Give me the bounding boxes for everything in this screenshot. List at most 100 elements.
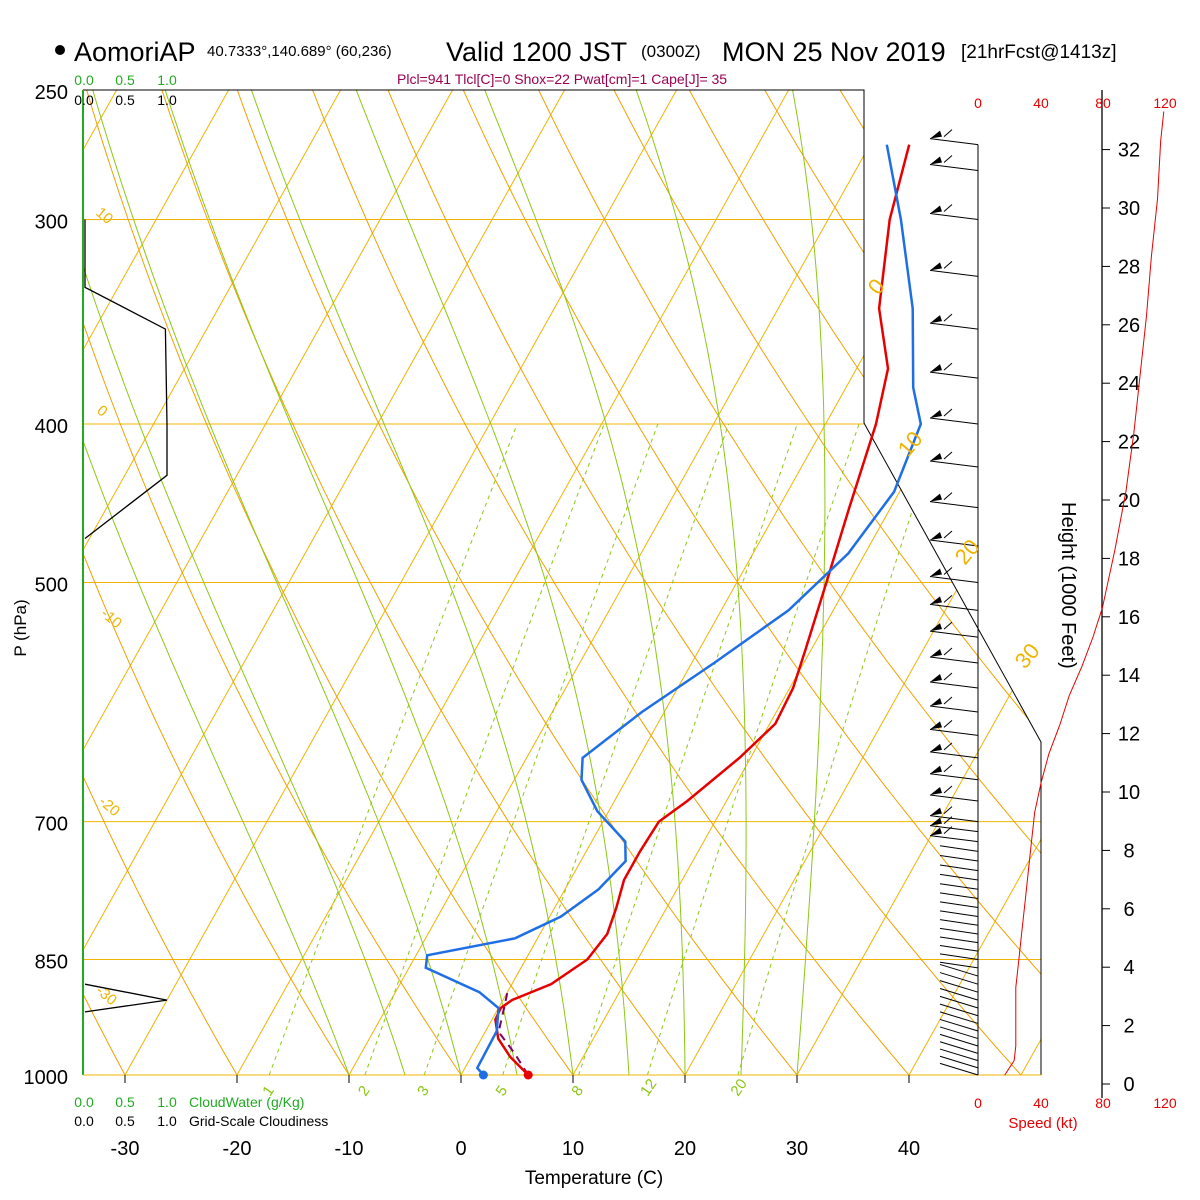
barb-pennant [930,807,942,816]
zulu-time: (0300Z) [641,42,701,61]
cloudwater-scale-bottom: 1.0 [157,1094,177,1110]
wind-barb [939,1055,979,1069]
cloudwater-scale-top: 1.0 [157,72,177,88]
barb-pennant [930,649,942,658]
barb-staff [929,417,979,425]
height-tick-label: 18 [1118,548,1140,570]
cloudwater-scale-bottom: 0.5 [115,1094,135,1110]
height-tick-label: 0 [1123,1074,1134,1096]
barb-staff [929,794,979,802]
barb-staff [929,213,979,221]
barb-pennant [930,409,942,418]
cloudiness-scale-top: 0.5 [115,92,135,108]
barb-staff [929,681,979,689]
valid-time: Valid 1200 JST [446,37,627,67]
height-tick-label: 26 [1118,315,1140,337]
cloudiness-panel [84,219,168,1013]
wind-barb [939,961,979,969]
cloudwater-scale-top: 0.0 [74,72,94,88]
dry-adiabat-line [312,90,910,1075]
moist-adiabat-line [164,90,518,1075]
dry-adiabat-line [161,90,686,1075]
station-marker-icon [55,45,65,55]
wind-barb [939,953,979,961]
mixing-ratio-line [423,423,659,1075]
barb-staff [939,936,979,944]
barb-staff [929,269,979,277]
height-tick-label: 12 [1118,724,1140,746]
pressure-tick-label: 300 [35,212,68,234]
barb-feather [943,408,953,417]
barb-feather [943,621,953,630]
wind-barb [939,919,979,926]
height-tick-label: 22 [1118,432,1140,454]
temperature-tick-label: 10 [562,1138,584,1160]
wind-barb [939,927,979,935]
wind-barb [939,883,979,890]
barb-staff [939,953,979,961]
barb-staff [929,460,979,468]
barb-feather [943,594,953,603]
wind-barb [929,362,979,379]
frame-outline [83,89,1042,1075]
isotherm-line [908,90,1041,1075]
barb-feather [943,313,953,322]
barb-pennant [930,623,942,632]
barb-pennant [930,721,942,730]
wind-barb [929,806,979,823]
barb-feather [943,451,953,460]
barb-feather [943,155,953,163]
barb-feather [943,567,953,575]
temperature-tick-label: -10 [335,1138,364,1160]
isotherm-label: 0 [93,402,110,420]
barb-staff [929,728,979,736]
isotherm-label: 10 [893,426,928,461]
mixing-ratio-line [364,423,605,1075]
barb-feather [943,647,953,656]
wind-barb [939,1011,979,1024]
temperature-tick-label: 0 [455,1138,466,1160]
moist-adiabat-line [635,90,747,1075]
wind-barb [929,742,979,759]
temperature-tick-label: -30 [111,1138,140,1160]
wind-barb [939,910,979,917]
speed-tick-label-bottom: 40 [1033,1095,1049,1111]
height-tick-label: 20 [1118,490,1140,512]
isotherm-label: 10 [92,204,116,228]
wind-barb [939,901,979,909]
wind-barb [939,1026,979,1040]
wind-barb [929,785,979,802]
wind-barb [939,854,979,862]
wind-barb [939,1003,979,1017]
temperature-trace [494,144,911,1076]
barb-feather [943,204,953,212]
barb-staff [929,630,979,638]
barb-feather [943,530,953,539]
barb-staff [929,835,979,843]
barb-pennant [930,817,942,826]
barb-pennant [930,315,942,324]
mixing-ratio-label: 8 [568,1083,587,1100]
speed-tick-label-bottom: 120 [1153,1095,1177,1111]
mixing-ratio-label: 20 [727,1076,750,1099]
barb-feather [943,764,953,773]
barb-staff [929,603,979,611]
barb-pennant [930,765,942,774]
height-tick-label: 8 [1123,840,1134,862]
wind-barb [929,816,979,833]
wind-barb [929,155,979,172]
barb-staff [929,576,979,583]
wind-barb [929,204,979,221]
moist-adiabat-line [484,90,686,1075]
wind-barb [929,492,979,509]
cloudiness-scale-bottom: 1.0 [157,1113,177,1129]
wind-barb [939,1018,979,1032]
barb-staff [939,873,979,881]
wind-barb [939,864,979,872]
isotherm-line [796,90,1041,1075]
wind-barb [929,530,979,547]
wind-barb [929,313,979,330]
temperature-tick-label: 20 [674,1138,696,1160]
moist-adiabat-line [83,90,406,1075]
